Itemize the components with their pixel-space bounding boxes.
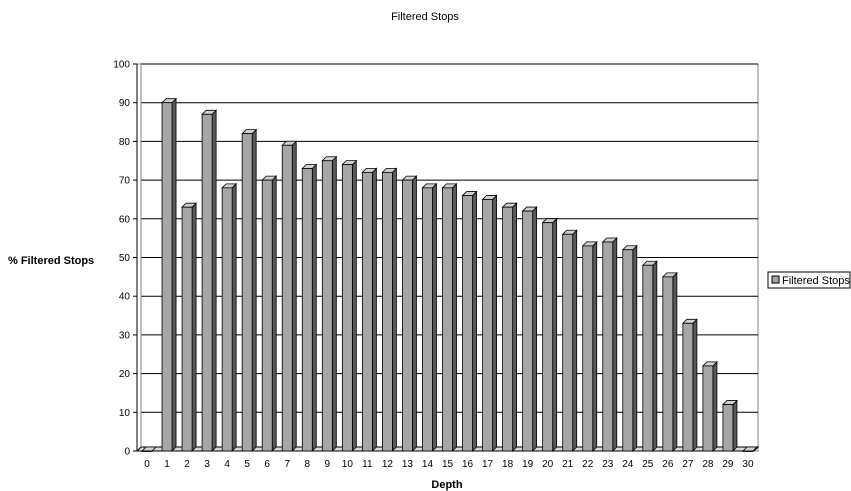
x-tick-label: 28: [702, 459, 714, 470]
chart-title: Filtered Stops: [391, 11, 459, 23]
x-tick-label: 7: [284, 459, 290, 470]
x-tick-label: 12: [382, 459, 394, 470]
x-tick-label: 2: [184, 459, 190, 470]
x-tick-label: 27: [682, 459, 694, 470]
x-tick-label: 29: [722, 459, 734, 470]
x-tick-label: 0: [144, 459, 150, 470]
bar: [621, 244, 638, 452]
legend: Filtered Stops: [767, 271, 851, 289]
x-tick-label: 26: [662, 459, 674, 470]
bar: [261, 175, 278, 452]
bar: [161, 97, 178, 452]
bar: [641, 260, 658, 452]
x-tick-label: 21: [562, 459, 574, 470]
x-tick-label: 6: [264, 459, 270, 470]
bar: [441, 182, 458, 452]
legend-label: Filtered Stops: [782, 275, 850, 287]
y-tick-label: 50: [119, 253, 131, 264]
bar: [742, 446, 758, 452]
x-tick-label: 20: [542, 459, 554, 470]
bar: [361, 167, 378, 452]
y-axis-label: % Filtered Stops: [8, 255, 94, 267]
y-tick-label: 90: [119, 98, 131, 109]
x-tick-label: 18: [502, 459, 514, 470]
bar: [141, 446, 157, 452]
bar: [241, 128, 258, 452]
bar: [201, 109, 218, 452]
bars: [141, 97, 758, 452]
y-tick-label: 0: [124, 447, 130, 458]
x-tick-label: 19: [522, 459, 534, 470]
y-axis-ticks: 0 10 20 30 40 50 60 70 80 90 100: [113, 60, 137, 458]
bar: [581, 240, 598, 452]
bar: [701, 360, 718, 452]
bar: [561, 229, 578, 452]
bar: [281, 140, 298, 452]
x-tick-label: 25: [642, 459, 654, 470]
y-tick-label: 100: [113, 60, 130, 71]
bar: [341, 159, 358, 452]
x-tick-label: 11: [362, 459, 373, 470]
x-tick-label: 14: [422, 459, 434, 470]
bar: [661, 271, 678, 452]
y-tick-label: 40: [119, 292, 131, 303]
x-tick-label: 16: [462, 459, 474, 470]
bar: [541, 217, 558, 452]
y-tick-label: 30: [119, 330, 131, 341]
bar: [301, 163, 318, 452]
y-tick-label: 60: [119, 214, 131, 225]
bar: [461, 190, 478, 452]
x-axis-label: Depth: [431, 479, 462, 491]
bar: [721, 399, 738, 452]
bar: [401, 175, 418, 452]
bar: [181, 202, 198, 452]
bar: [681, 318, 698, 452]
y-tick-label: 70: [119, 176, 131, 187]
x-axis-ticks: 0 1 2 3 4 5 6 7 8 9 10 11 12 13 14 15 16 17 18 19 20 21 22 23 24…: [144, 459, 754, 470]
x-tick-label: 8: [304, 459, 310, 470]
x-tick-label: 23: [602, 459, 614, 470]
bar: [601, 237, 618, 452]
x-tick-label: 10: [342, 459, 354, 470]
x-tick-label: 22: [582, 459, 594, 470]
x-tick-label: 5: [244, 459, 250, 470]
y-tick-label: 80: [119, 137, 131, 148]
legend-swatch: [771, 275, 780, 284]
y-tick-label: 20: [119, 369, 131, 380]
x-tick-label: 15: [442, 459, 454, 470]
bar: [501, 202, 518, 452]
bar: [421, 182, 438, 452]
bar: [521, 206, 538, 452]
x-tick-label: 13: [402, 459, 414, 470]
x-tick-label: 17: [482, 459, 494, 470]
x-tick-label: 30: [742, 459, 754, 470]
bar: [321, 155, 338, 452]
x-tick-label: 4: [224, 459, 230, 470]
x-tick-label: 24: [622, 459, 634, 470]
y-tick-label: 10: [119, 408, 131, 419]
x-tick-label: 1: [164, 459, 170, 470]
x-tick-label: 9: [325, 459, 331, 470]
x-tick-label: 3: [204, 459, 210, 470]
bar: [481, 194, 498, 452]
bar: [221, 182, 238, 452]
bar: [381, 167, 398, 452]
